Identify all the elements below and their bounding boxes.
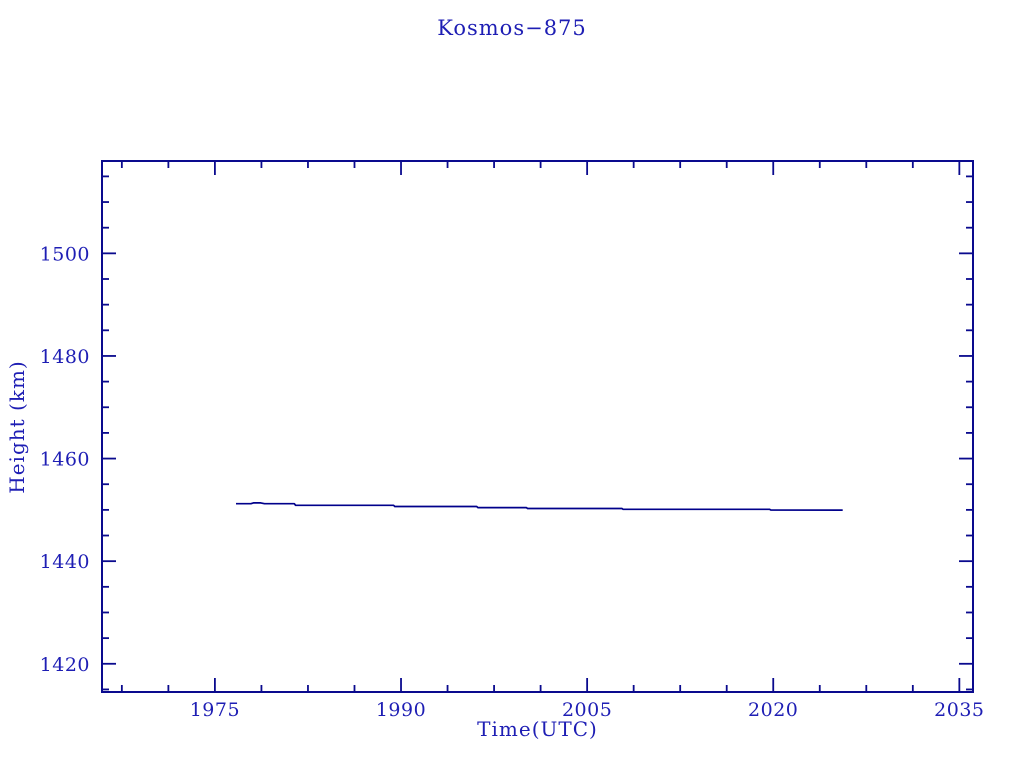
y-tick-label: 1500 xyxy=(40,243,90,265)
data-line xyxy=(236,502,843,511)
x-tick-label: 1975 xyxy=(190,699,240,721)
y-tick-label: 1440 xyxy=(40,551,90,573)
y-tick-label: 1460 xyxy=(40,449,90,471)
y-tick-label: 1420 xyxy=(40,654,90,676)
y-tick-label: 1480 xyxy=(40,346,90,368)
x-tick-label: 1990 xyxy=(376,699,426,721)
x-axis-title: Time(UTC) xyxy=(477,717,598,741)
chart-title: Kosmos−875 xyxy=(437,16,587,40)
plot-border xyxy=(101,160,974,693)
x-tick-label: 2035 xyxy=(934,699,984,721)
x-tick-label: 2005 xyxy=(562,699,612,721)
x-tick-label: 2020 xyxy=(748,699,798,721)
